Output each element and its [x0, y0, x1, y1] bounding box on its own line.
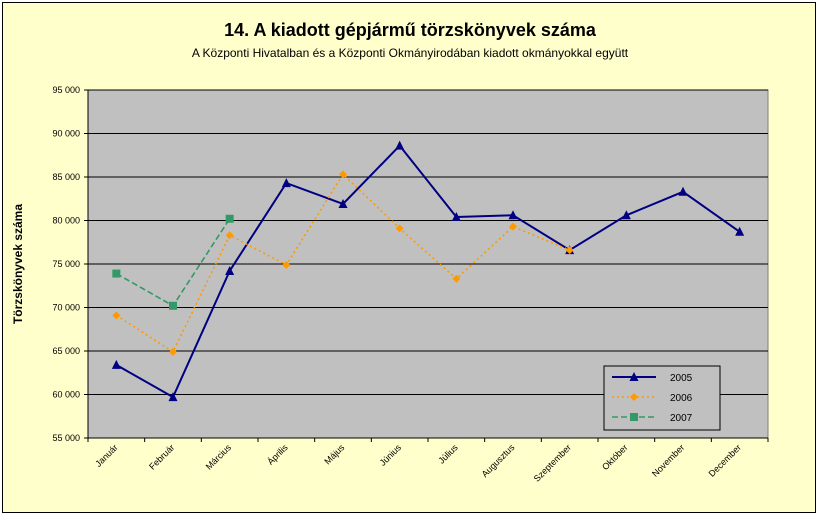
series-2005-point	[678, 186, 688, 196]
series-2006-point	[452, 274, 461, 283]
series-2005-point	[621, 210, 631, 220]
x-tick-label: Április	[265, 442, 290, 467]
y-tick-label: 75 000	[52, 259, 80, 269]
x-tick-label: Március	[204, 442, 234, 472]
legend-label-2007: 2007	[670, 413, 693, 424]
chart-subtitle: A Központi Hivatalban és a Központi Okmá…	[191, 46, 629, 60]
x-tick-label: Június	[378, 442, 404, 468]
x-tick-label: November	[650, 442, 686, 478]
series-2005-point	[735, 226, 745, 236]
series-2006-point	[225, 231, 234, 240]
y-tick-label: 65 000	[52, 346, 80, 356]
series-2007	[112, 214, 234, 310]
x-tick-label: Október	[600, 442, 630, 472]
x-tick-label: Február	[147, 442, 176, 471]
series-2006-line	[115, 173, 570, 354]
series-2005-point	[508, 210, 518, 220]
chart-title: 14. A kiadott gépjármű törzskönyvek szám…	[224, 20, 596, 40]
y-tick-label: 95 000	[52, 85, 80, 95]
y-tick-label: 90 000	[52, 129, 80, 139]
x-tick-label: Szeptember	[532, 442, 573, 483]
y-tick-label: 60 000	[52, 390, 80, 400]
series-2005	[111, 140, 745, 402]
x-tick-label: Július	[436, 442, 460, 466]
series-2005-point	[225, 265, 235, 275]
series-2005-point	[168, 392, 178, 402]
series-2006-point	[565, 246, 574, 255]
legend-marker-2006	[630, 393, 638, 401]
y-tick-label: 55 000	[52, 433, 80, 443]
y-axis-label: Törzskönyvek száma	[11, 204, 25, 324]
legend: 2005 2006 2007	[603, 365, 721, 431]
series-2005-line	[115, 144, 741, 399]
series-2005-point	[451, 212, 461, 222]
series-2006-point	[282, 260, 291, 269]
legend-label-2005: 2005	[670, 373, 693, 384]
series-2006-point	[509, 222, 517, 231]
legend-marker-2007	[630, 413, 638, 421]
x-tick-label: Augusztus	[480, 442, 517, 479]
series-2005-point	[395, 140, 405, 150]
series-lines	[111, 140, 745, 402]
series-2007-point	[169, 301, 177, 310]
x-tick-label: Május	[322, 442, 346, 466]
legend-box	[603, 365, 721, 431]
series-2005-point	[338, 198, 348, 208]
legend-label-2006: 2006	[670, 393, 693, 404]
y-tick-label: 70 000	[52, 303, 80, 313]
series-2006-point	[169, 347, 177, 356]
y-tick-label: 80 000	[52, 216, 80, 226]
x-axis-ticks: Január Február Március Április Május Június Jú…	[87, 438, 769, 484]
x-tick-label: Január	[93, 442, 120, 469]
series-2007-point	[112, 269, 121, 278]
series-2006-point	[395, 224, 404, 233]
y-tick-label: 85 000	[52, 172, 80, 182]
series-2007-point	[225, 214, 234, 223]
x-tick-label: December	[707, 442, 743, 478]
series-2005-point	[281, 178, 291, 188]
legend-marker-2005	[629, 372, 639, 381]
series-2006-point	[339, 170, 347, 179]
series-2006-point	[112, 311, 121, 320]
series-2005-point	[111, 359, 121, 369]
series-2006	[112, 170, 574, 356]
